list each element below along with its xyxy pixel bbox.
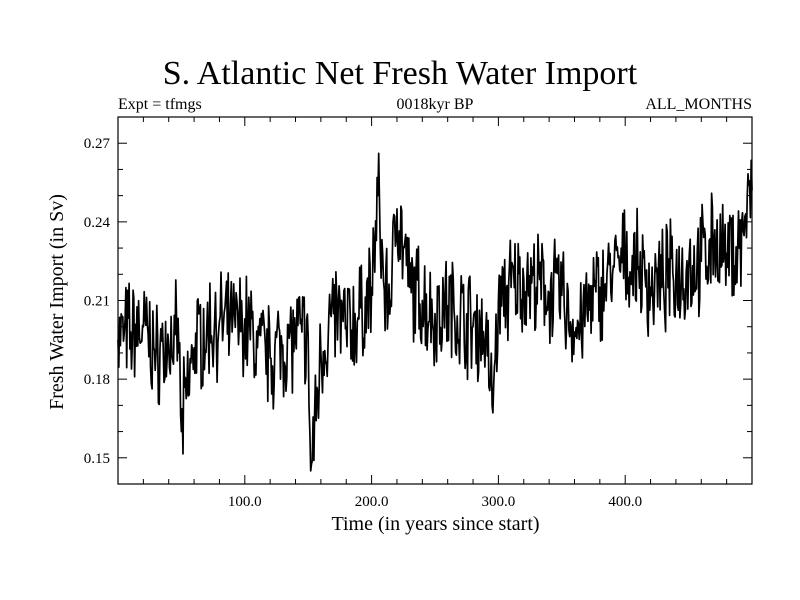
x-tick-label: 300.0	[482, 494, 516, 510]
axes: 100.0 200.0 300.0 400.0 0.15 0.18 0.21 0.24 0.27	[84, 117, 752, 510]
series-layer	[117, 152, 753, 472]
x-tick-label: 400.0	[608, 494, 642, 510]
y-tick-label: 0.21	[84, 294, 110, 310]
x-axis-label: Time (in years since start)	[331, 513, 540, 535]
plot-frame	[117, 116, 753, 485]
period-label: 0018kyr BP	[396, 96, 474, 113]
x-tick-label: 100.0	[228, 494, 262, 510]
months-label: ALL_MONTHS	[645, 96, 752, 113]
series-line	[117, 152, 753, 472]
y-tick-label: 0.27	[84, 136, 111, 152]
y-tick-label: 0.18	[84, 372, 110, 388]
chart-title: S. Atlantic Net Fresh Water Import	[162, 55, 638, 92]
experiment-label: Expt = tfmgs	[118, 96, 202, 113]
y-tick-label: 0.24	[84, 215, 111, 231]
x-tick-label: 200.0	[355, 494, 389, 510]
y-tick-label: 0.15	[84, 451, 110, 467]
